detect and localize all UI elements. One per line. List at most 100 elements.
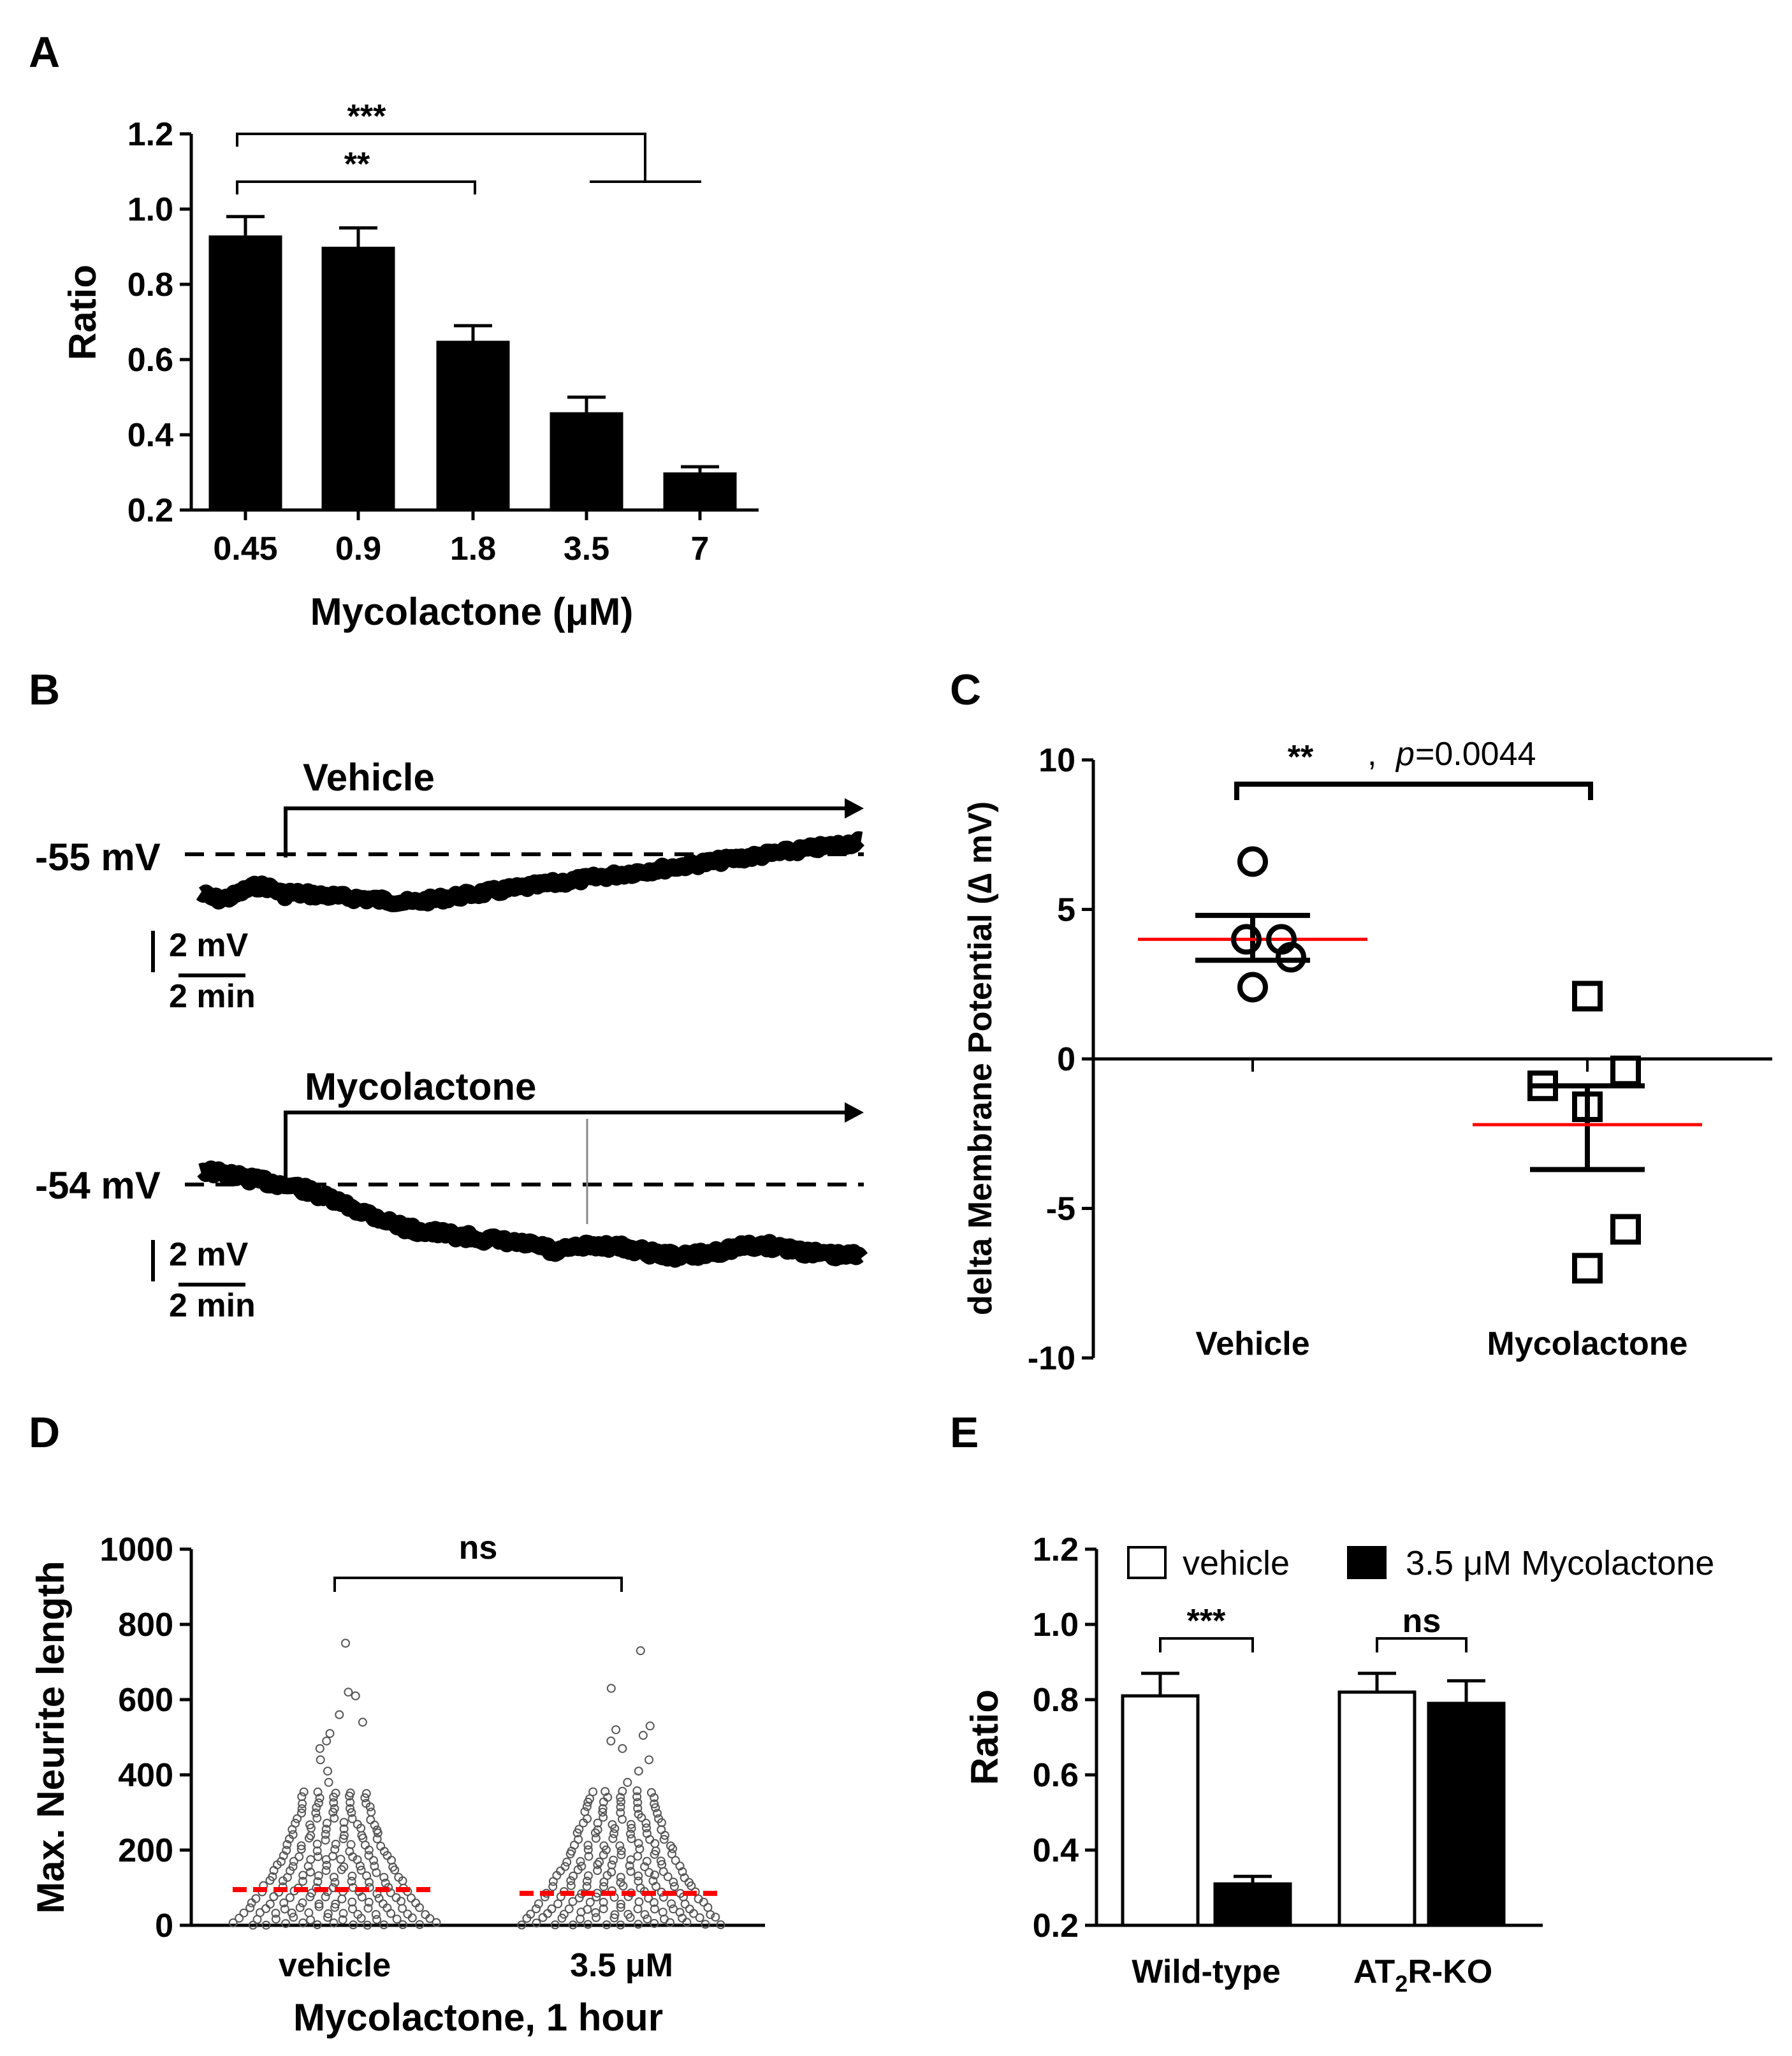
panel-d-point-0-200: [299, 1787, 309, 1797]
panel-d-point-0-30: [323, 1909, 333, 1918]
panel-c-p-value: =0.0044: [1415, 736, 1536, 773]
panel-d-point-1-96: [684, 1877, 694, 1887]
panel-d-point-1-154: [627, 1834, 636, 1844]
panel-d-ytick-label-5: 1000: [99, 1531, 173, 1568]
panel-d-point-0-188: [346, 1804, 354, 1813]
panel-d-point-1-204: [646, 1788, 656, 1797]
panel-d-point-1-26: [543, 1909, 552, 1918]
panel-d-point-0-191: [314, 1798, 323, 1807]
panel-d-point-1-18: [609, 1913, 619, 1923]
panel-d-point-1-51: [585, 1897, 595, 1907]
panel-d-point-1-17: [592, 1913, 601, 1922]
panel-d-point-0-195: [297, 1792, 307, 1802]
panel-d-point-0-124: [306, 1855, 316, 1864]
panel-d-point-0-159: [321, 1830, 330, 1839]
panel-d-ytick-label-2: 400: [118, 1757, 173, 1794]
panel-d-point-1-45: [669, 1904, 678, 1914]
trace-mycolactone-scale-v-label: 2 mV: [169, 1236, 249, 1273]
panel-d-point-1-208: [618, 1744, 627, 1753]
panel-d-point-0-90: [298, 1876, 307, 1886]
panel-a-bar-3: [550, 412, 623, 510]
panel-d-ytick-label-1: 200: [118, 1832, 173, 1869]
panel-d-point-0-95: [381, 1878, 390, 1888]
panel-d-point-1-16: [576, 1914, 585, 1923]
panel-d-dotplot: 0 200 400 600 800 1000 vehicle 3.5 μM Mycolac…: [29, 1529, 765, 2039]
panel-d-point-0-140: [330, 1845, 340, 1855]
panel-a-bar-1: [321, 247, 395, 510]
trace-vehicle-application-arrow: [284, 806, 861, 857]
panel-d-point-1-31: [623, 1909, 633, 1919]
panel-d-point-1-147: [615, 1841, 625, 1851]
panel-d-point-1-202: [618, 1786, 627, 1796]
panel-d-point-0-34: [386, 1909, 396, 1918]
panel-d-point-0-209: [322, 1736, 331, 1746]
panel-d-point-1-89: [566, 1876, 576, 1886]
panel-d-point-0-60: [269, 1892, 279, 1901]
panel-d-point-0-4: [298, 1918, 308, 1928]
panel-d-point-0-38: [261, 1904, 270, 1913]
panel-d-point-1-115: [577, 1862, 586, 1871]
panel-d-point-0-77: [386, 1888, 395, 1897]
panel-d-point-0-158: [306, 1831, 316, 1841]
panel-d-point-1-52: [599, 1897, 608, 1907]
panel-d-point-0-100: [314, 1871, 323, 1881]
panel-e-ytick-label-3: 0.8: [1033, 1682, 1079, 1719]
panel-a-bar-4: [663, 472, 737, 510]
legend-mycolactone-label: 3.5 μM Mycolactone: [1406, 1544, 1714, 1582]
panel-d-ytick-label-4: 800: [118, 1607, 173, 1644]
panel-d-point-0-150: [376, 1841, 386, 1851]
panel-a-xtick-label-1: 0.9: [335, 530, 381, 567]
panel-d-point-1-6: [616, 1920, 625, 1930]
panel-d-point-0-13: [235, 1913, 244, 1923]
panel-d-point-1-205: [623, 1777, 632, 1787]
panel-d-point-1-146: [599, 1841, 609, 1851]
panel-d-point-0-117: [322, 1860, 331, 1870]
panel-d-point-0-55: [364, 1897, 374, 1907]
panel-e-category-at2rko: AT2R-KO: [1353, 1953, 1492, 1997]
panel-d-point-1-176: [599, 1812, 608, 1822]
panel-d-point-1-210: [638, 1731, 648, 1740]
panel-a-bar-2: [436, 340, 510, 510]
panel-d-point-1-23: [695, 1913, 704, 1923]
panel-c-mycolactone-point-2: [1610, 1055, 1641, 1086]
panel-d-sig-bracket: [333, 1577, 623, 1592]
panel-d-point-0-194: [361, 1798, 371, 1808]
panel-d-point-1-171: [608, 1820, 617, 1829]
panel-d-point-0-44: [363, 1904, 373, 1913]
panel-d-point-0-204: [361, 1789, 371, 1798]
panel-c-category-vehicle: Vehicle: [1195, 1325, 1309, 1362]
legend-vehicle-swatch: [1127, 1546, 1167, 1579]
panel-d-point-1-189: [651, 1803, 660, 1812]
panel-d-point-0-208: [315, 1744, 324, 1753]
panel-d-point-1-82: [599, 1882, 608, 1892]
panel-d-point-0-97: [268, 1872, 277, 1881]
panel-d-point-0-173: [353, 1819, 362, 1829]
panel-d-point-1-105: [680, 1873, 689, 1883]
panel-c-ylabel: delta Membrane Potential (∆ mV): [962, 801, 999, 1315]
panel-a-bracket-double: [236, 180, 476, 194]
panel-d-point-1-156: [659, 1835, 669, 1844]
panel-d-point-1-30: [610, 1910, 620, 1920]
panel-d-point-0-146: [312, 1839, 322, 1849]
panel-d-point-1-192: [616, 1797, 625, 1807]
panel-d-point-1-22: [678, 1913, 687, 1923]
panel-a-xtick-label-3: 3.5: [564, 530, 609, 567]
panel-a-bar-0: [208, 235, 282, 510]
panel-d-point-1-86: [669, 1882, 679, 1892]
panel-d-point-1-42: [616, 1902, 625, 1912]
trace-vehicle-scale-v-label: 2 mV: [169, 927, 249, 964]
panel-d-point-0-32: [353, 1909, 363, 1919]
panel-d-point-1-49: [553, 1899, 563, 1909]
panel-d-point-0-111: [356, 1865, 366, 1875]
panel-c-ytick-label-3: 5: [1057, 892, 1075, 929]
panel-d-point-1-193: [633, 1798, 643, 1807]
panel-d-point-0-210: [325, 1729, 335, 1739]
panel-d-point-1-90: [582, 1876, 592, 1886]
panel-d-point-0-43: [348, 1904, 357, 1914]
panel-d-point-0-199: [360, 1793, 370, 1802]
panel-d-point-0-154: [339, 1834, 348, 1844]
panel-d-point-0-115: [288, 1862, 298, 1871]
panel-d-point-1-197: [616, 1793, 625, 1802]
panel-d-point-1-127: [642, 1856, 652, 1866]
panel-d-point-1-183: [634, 1809, 643, 1819]
